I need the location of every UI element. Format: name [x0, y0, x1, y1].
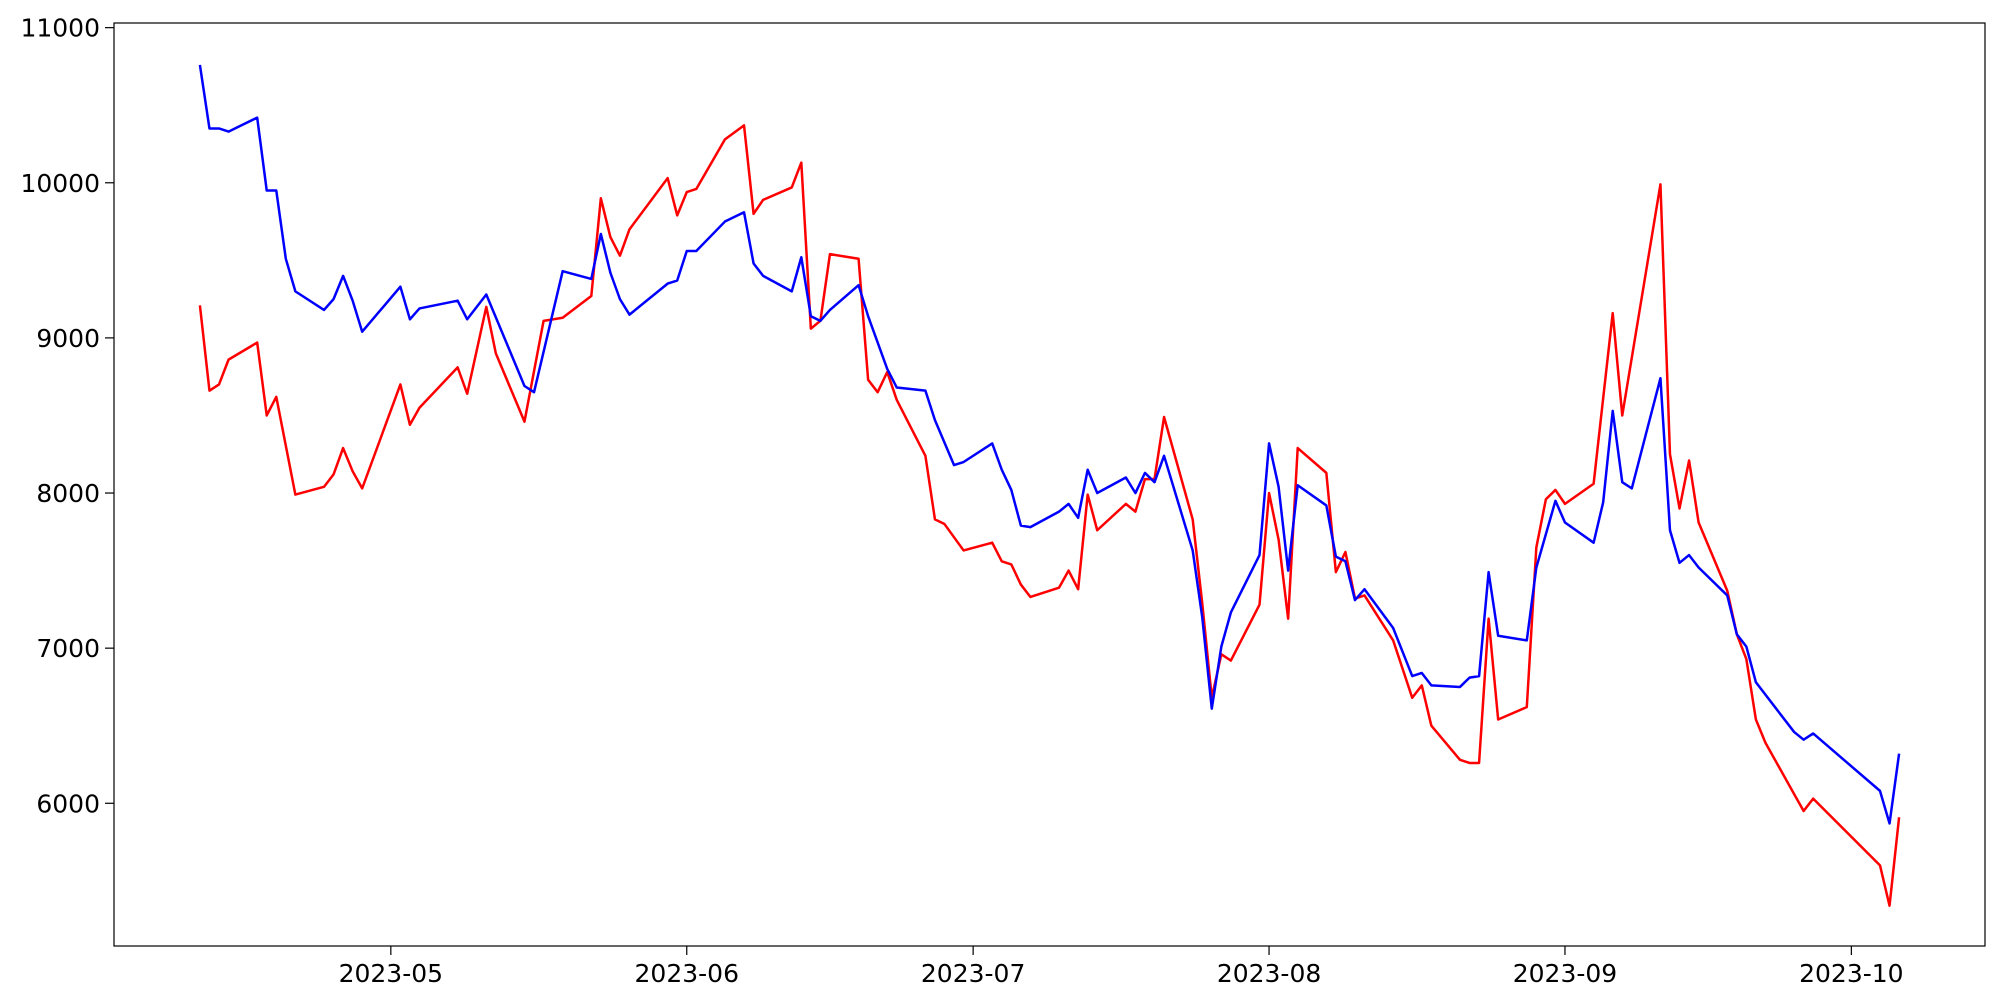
y-tick-label: 9000	[36, 324, 100, 353]
y-tick-label: 10000	[20, 169, 100, 198]
series-line	[198, 124, 1901, 907]
x-tick-label: 2023-10	[1799, 959, 1903, 988]
x-tick-label: 2023-05	[339, 959, 443, 988]
x-tick-label: 2023-08	[1217, 959, 1321, 988]
plot-frame	[113, 22, 1986, 947]
x-tick-label: 2023-09	[1513, 959, 1617, 988]
y-tick-label: 8000	[36, 479, 100, 508]
y-tick-label: 6000	[36, 789, 100, 818]
x-tick-label: 2023-06	[635, 959, 739, 988]
series-line	[198, 64, 1901, 825]
y-tick-label: 7000	[36, 634, 100, 663]
y-tick-label: 11000	[20, 14, 100, 43]
x-tick-label: 2023-07	[921, 959, 1025, 988]
